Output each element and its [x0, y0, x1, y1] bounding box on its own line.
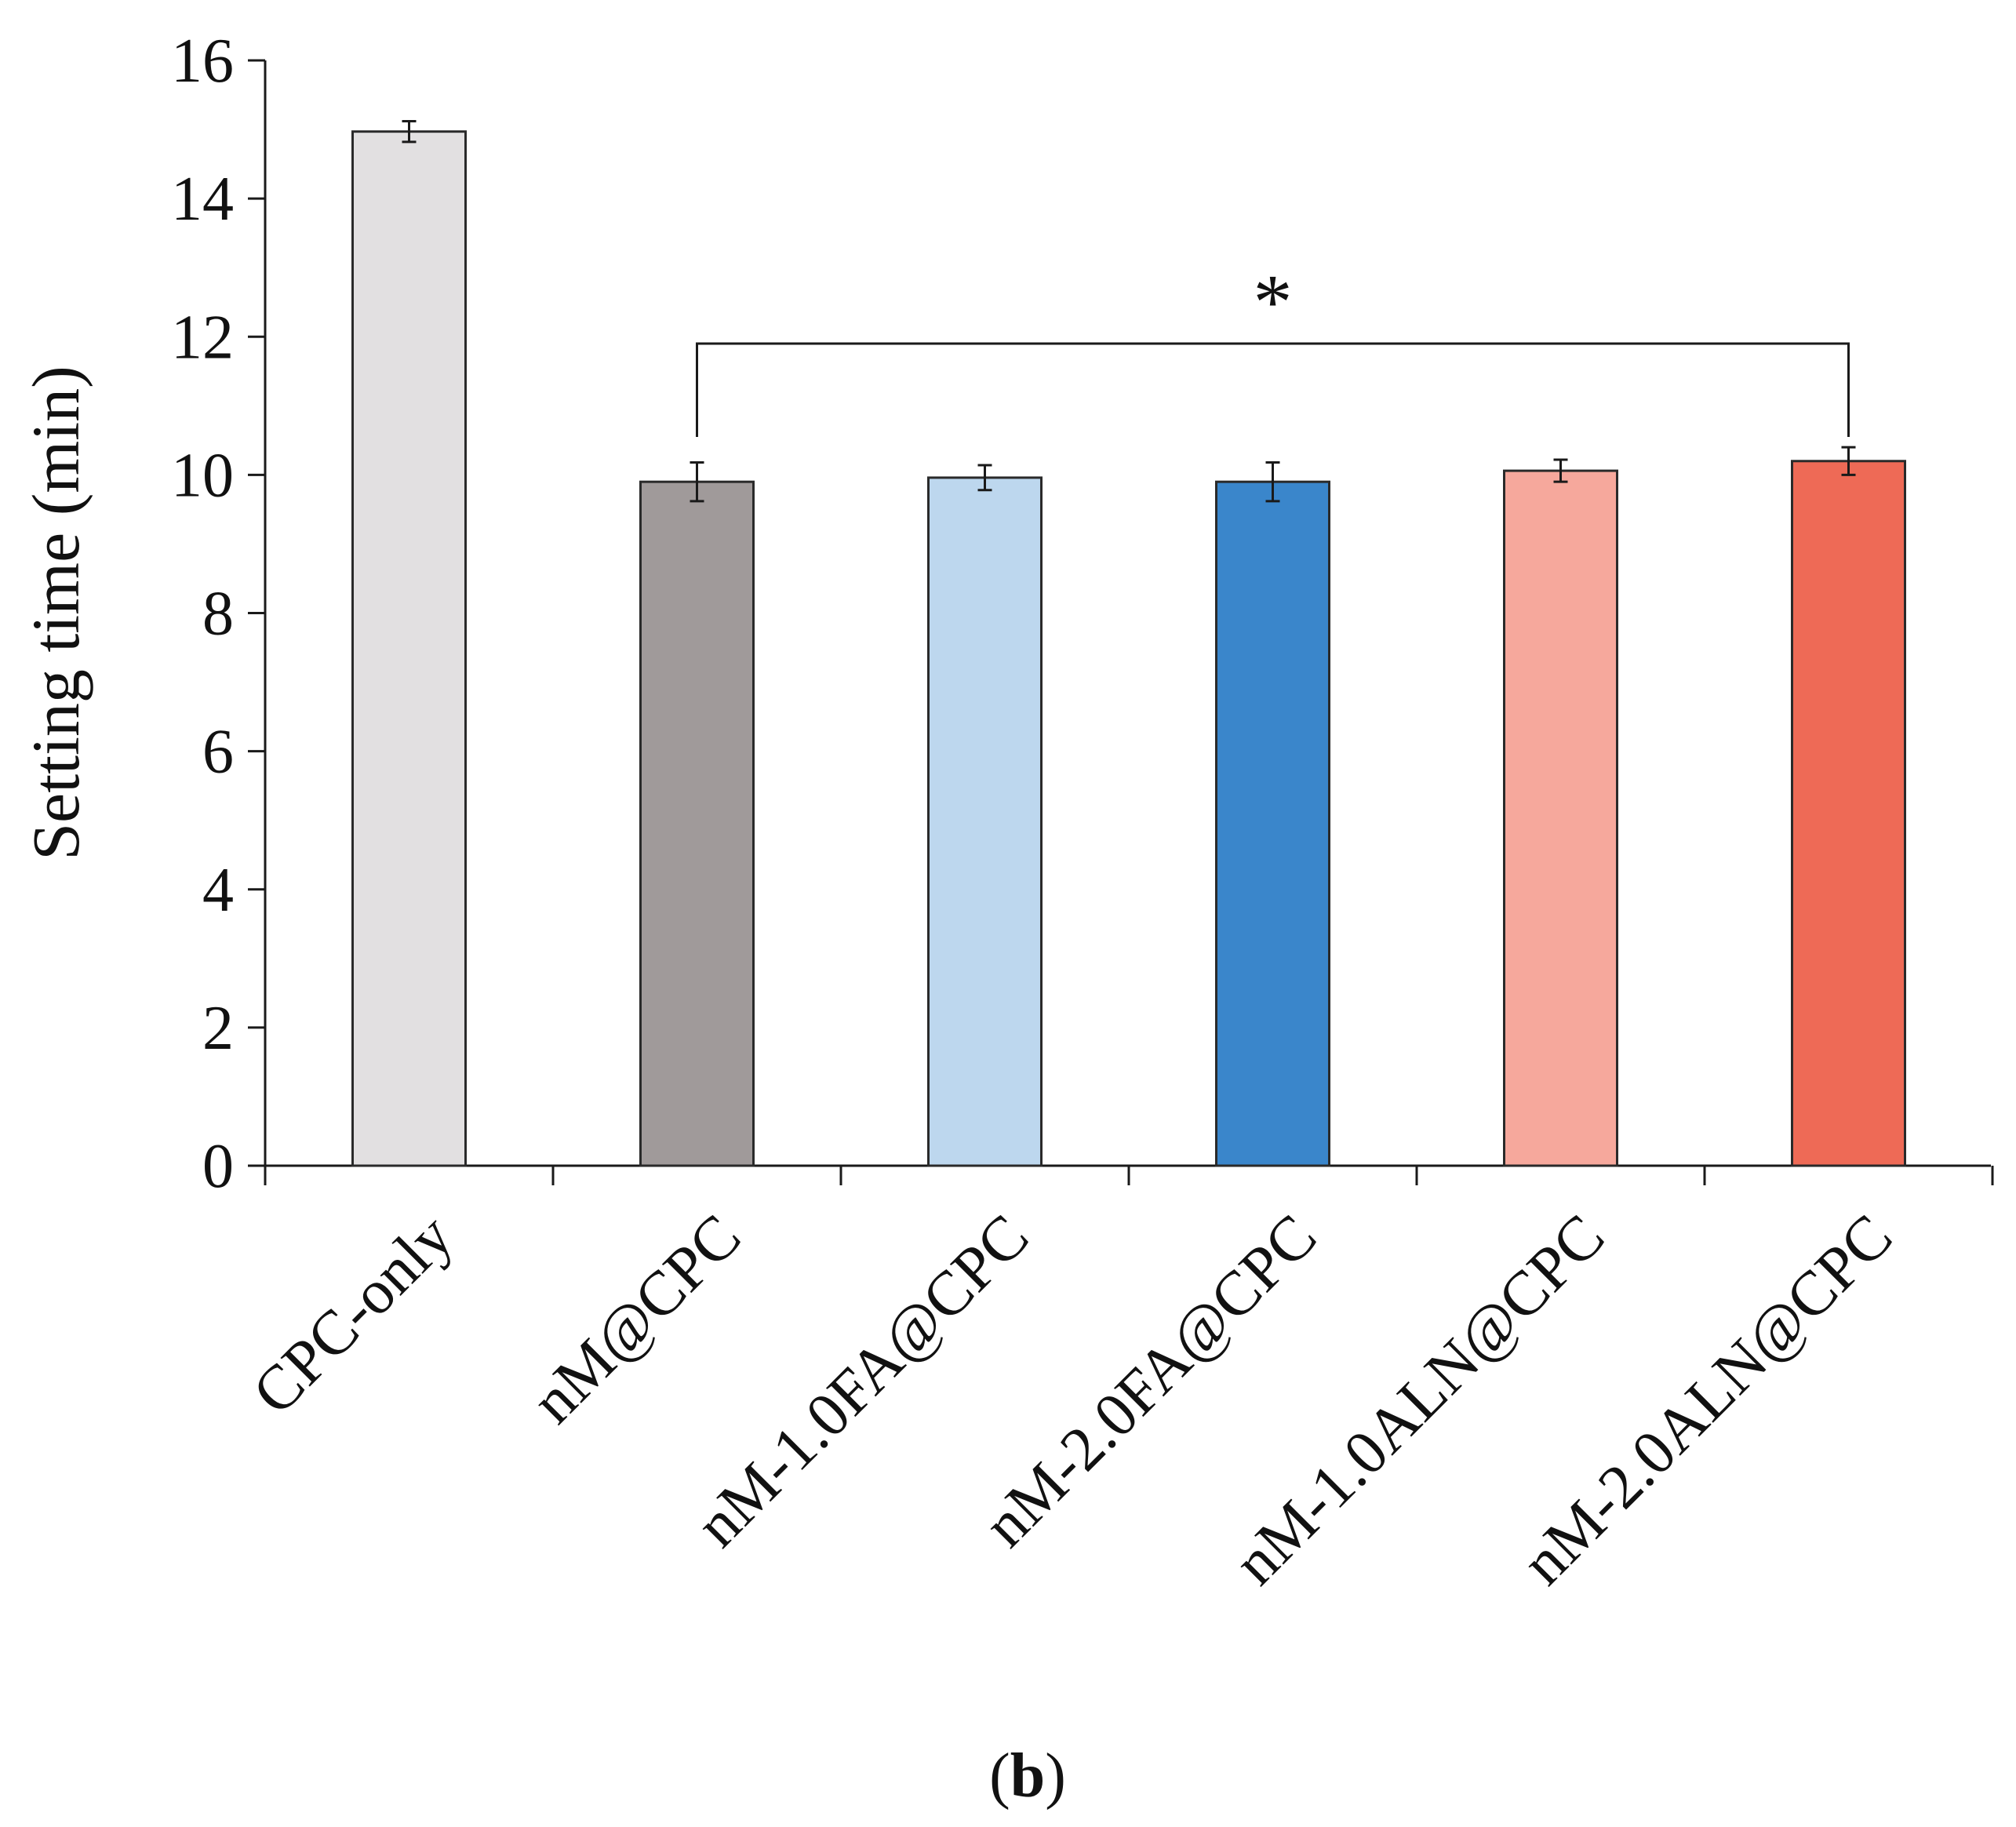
- panel-label-close-paren: ): [1045, 1741, 1066, 1811]
- y-tick-label: 6: [202, 718, 234, 787]
- y-tick-label: 10: [171, 441, 234, 510]
- bar-cpc-only: [351, 130, 467, 1167]
- x-category-label: CPC-only: [240, 1202, 467, 1428]
- bars: [351, 130, 1906, 1167]
- y-tick-label: 2: [202, 994, 234, 1063]
- error-bars: [402, 119, 1856, 503]
- bar-nm-1-0aln-cpc: [1503, 469, 1618, 1167]
- y-axis-title: Setting time (min): [18, 366, 93, 861]
- panel-label-letter: b: [1010, 1741, 1046, 1811]
- y-tick-label: 12: [171, 303, 234, 372]
- y-tick-label: 8: [202, 580, 234, 649]
- bar-nm-2-0aln-cpc: [1791, 460, 1906, 1167]
- panel-label-open-paren: (: [989, 1741, 1010, 1811]
- y-tick-label: 0: [202, 1132, 234, 1201]
- bar-nm-2-0fa-cpc: [1215, 480, 1330, 1167]
- y-tick-label: 4: [202, 856, 234, 925]
- panel-label: (b): [989, 1741, 1066, 1811]
- x-category-label: nM@CPC: [519, 1202, 754, 1437]
- significance-bracket-line: [696, 342, 1850, 437]
- axes: 0 2 4 6 8 10 12 14 16: [171, 27, 1994, 1201]
- bar-nm-cpc: [639, 480, 755, 1167]
- y-tick-label: 14: [171, 165, 234, 234]
- y-tick-label: 16: [171, 27, 234, 96]
- significance-asterisk: *: [1254, 258, 1293, 345]
- significance-bracket: *: [696, 258, 1850, 437]
- bar-nm-1-0fa-cpc: [927, 476, 1043, 1167]
